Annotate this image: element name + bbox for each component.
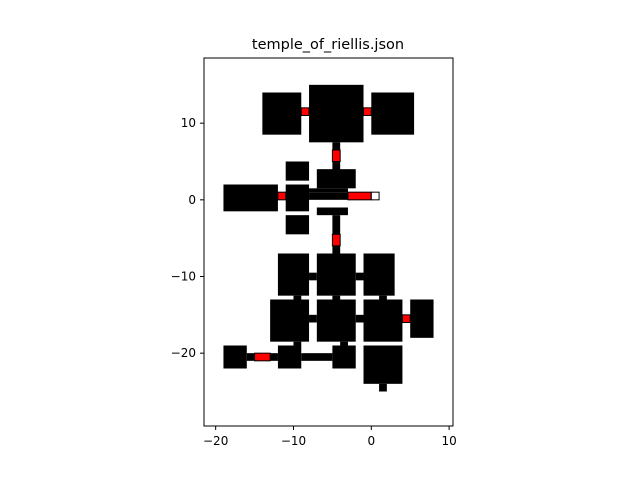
link-low-a xyxy=(309,314,317,323)
room-mid-left xyxy=(277,253,310,296)
door-north-west xyxy=(300,107,310,117)
link-south-b xyxy=(340,341,348,346)
x-axis: −20 −10 0 10 xyxy=(203,426,457,448)
door-south-corr xyxy=(331,233,341,247)
link-low-b xyxy=(355,314,364,323)
room-upper-left xyxy=(285,161,310,181)
room-northeast xyxy=(371,92,415,135)
corridor-south-bar xyxy=(301,353,333,361)
map-marks xyxy=(223,84,434,392)
y-tick-label: −20 xyxy=(171,346,196,360)
y-axis: −20 −10 0 10 xyxy=(171,116,204,360)
room-lower-left xyxy=(285,215,310,235)
link-south-a xyxy=(293,341,302,346)
room-west xyxy=(223,184,278,212)
x-tick-label: 0 xyxy=(367,434,375,448)
room-south-east xyxy=(363,345,403,384)
axes-frame xyxy=(203,57,454,427)
door-north-corr xyxy=(331,149,341,162)
door-north-east xyxy=(363,107,372,117)
room-mid-right xyxy=(363,253,395,296)
door-southwest xyxy=(254,352,271,362)
y-tick-label: 10 xyxy=(181,116,196,130)
room-southwest xyxy=(223,345,247,369)
x-tick-label: −20 xyxy=(203,434,228,448)
room-low-left xyxy=(270,299,310,342)
room-low-right xyxy=(363,299,403,342)
room-mid-center xyxy=(316,253,356,296)
room-northwest xyxy=(262,92,302,135)
room-center-bar xyxy=(309,188,348,193)
x-tick-label: 10 xyxy=(441,434,456,448)
link-mid-b xyxy=(355,272,364,281)
room-south-stub xyxy=(379,383,387,392)
y-tick-label: 0 xyxy=(188,193,196,207)
link-mid-a xyxy=(309,272,317,281)
room-south-left xyxy=(277,345,302,369)
door-west xyxy=(277,191,287,201)
door-far-east xyxy=(401,314,411,324)
y-tick-label: −10 xyxy=(171,270,196,284)
room-far-east xyxy=(410,299,434,338)
marker-east-corridor xyxy=(370,191,380,201)
room-lower-middle xyxy=(316,207,348,216)
room-upper-middle xyxy=(316,169,356,189)
door-east xyxy=(347,191,372,201)
room-north-central xyxy=(309,84,364,143)
room-south-center xyxy=(332,345,356,369)
room-low-center xyxy=(316,299,356,342)
chart-title: temple_of_riellis.json xyxy=(252,37,404,53)
x-tick-label: −10 xyxy=(281,434,306,448)
room-hub xyxy=(285,184,310,212)
corridor-east xyxy=(309,192,348,200)
